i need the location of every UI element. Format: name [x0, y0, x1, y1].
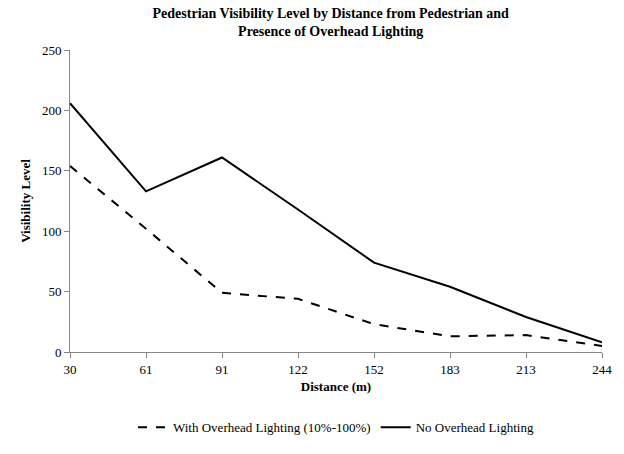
svg-text:Pedestrian Visibility Level by: Pedestrian Visibility Level by Distance … — [153, 6, 510, 39]
svg-text:150: 150 — [42, 163, 62, 178]
svg-text:152: 152 — [364, 362, 384, 377]
svg-text:200: 200 — [42, 103, 62, 118]
svg-text:0: 0 — [55, 345, 62, 360]
svg-text:61: 61 — [140, 362, 153, 377]
svg-text:With Overhead Lighting (10%-10: With Overhead Lighting (10%-100%) — [173, 420, 371, 435]
svg-text:183: 183 — [440, 362, 460, 377]
svg-text:100: 100 — [42, 224, 62, 239]
svg-text:250: 250 — [42, 43, 62, 58]
svg-text:50: 50 — [48, 284, 61, 299]
svg-text:244: 244 — [592, 362, 612, 377]
svg-text:91: 91 — [216, 362, 229, 377]
svg-text:No Overhead Lighting: No Overhead Lighting — [416, 420, 534, 435]
svg-text:Distance (m): Distance (m) — [301, 379, 371, 394]
svg-text:Visibility Level: Visibility Level — [18, 159, 33, 243]
svg-text:122: 122 — [288, 362, 308, 377]
svg-text:213: 213 — [516, 362, 536, 377]
svg-text:30: 30 — [64, 362, 77, 377]
